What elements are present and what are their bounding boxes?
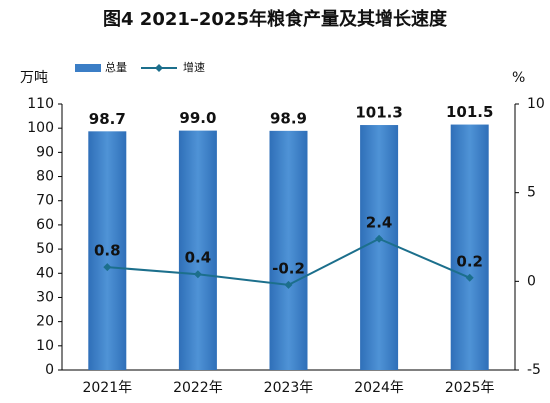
legend-label: 增速 <box>183 60 205 74</box>
y-tick-label: 70 <box>36 193 54 209</box>
y2-axis-title: % <box>512 70 525 86</box>
bar-value-label: 98.9 <box>270 109 307 127</box>
line-value-label: -0.2 <box>272 259 305 277</box>
x-tick-label: 2021年 <box>82 380 132 396</box>
bar <box>360 125 399 371</box>
y-tick-label: 10 <box>36 338 54 354</box>
bar-value-label: 101.5 <box>446 103 493 121</box>
y-axis-title: 万吨 <box>20 70 48 86</box>
y-tick-label: 100 <box>27 120 54 136</box>
x-tick-label: 2023年 <box>264 380 314 396</box>
bar-value-label: 98.7 <box>89 110 126 128</box>
line-marker <box>465 273 474 282</box>
line-value-label: 2.4 <box>366 213 393 231</box>
y-tick-label: 40 <box>36 265 54 281</box>
y2-tick-label: 0 <box>527 273 536 289</box>
line-value-label: 0.8 <box>94 242 121 260</box>
line-marker <box>375 234 384 243</box>
x-tick-label: 2024年 <box>354 380 404 396</box>
x-tick-label: 2025年 <box>445 380 495 396</box>
line-marker <box>193 270 202 279</box>
line-value-label: 0.4 <box>185 249 212 267</box>
bar-value-label: 99.0 <box>179 109 216 127</box>
y-tick-label: 50 <box>36 241 54 257</box>
bar-value-label: 101.3 <box>355 104 402 122</box>
y2-tick-label: 10 <box>527 96 545 112</box>
y-tick-label: 20 <box>36 314 54 330</box>
bar <box>269 130 308 370</box>
y-tick-label: 80 <box>36 169 54 185</box>
bar <box>178 130 217 370</box>
legend-swatch <box>75 64 101 72</box>
x-tick-label: 2022年 <box>173 380 223 396</box>
legend-label: 总量 <box>105 60 127 74</box>
y2-tick-label: -5 <box>527 362 541 378</box>
y-tick-label: 0 <box>45 362 54 378</box>
y-tick-label: 30 <box>36 289 54 305</box>
line-value-label: 0.2 <box>456 252 483 270</box>
y2-tick-label: 5 <box>527 185 536 201</box>
y-tick-label: 110 <box>27 96 54 112</box>
line-marker <box>284 280 293 289</box>
legend-marker <box>155 64 163 72</box>
y-tick-label: 90 <box>36 144 54 160</box>
bar <box>88 131 127 370</box>
y-tick-label: 60 <box>36 217 54 233</box>
bar <box>450 124 489 371</box>
line-marker <box>103 263 112 272</box>
chart-title: 图4 2021–2025年粮食产量及其增长速度 <box>103 8 448 30</box>
